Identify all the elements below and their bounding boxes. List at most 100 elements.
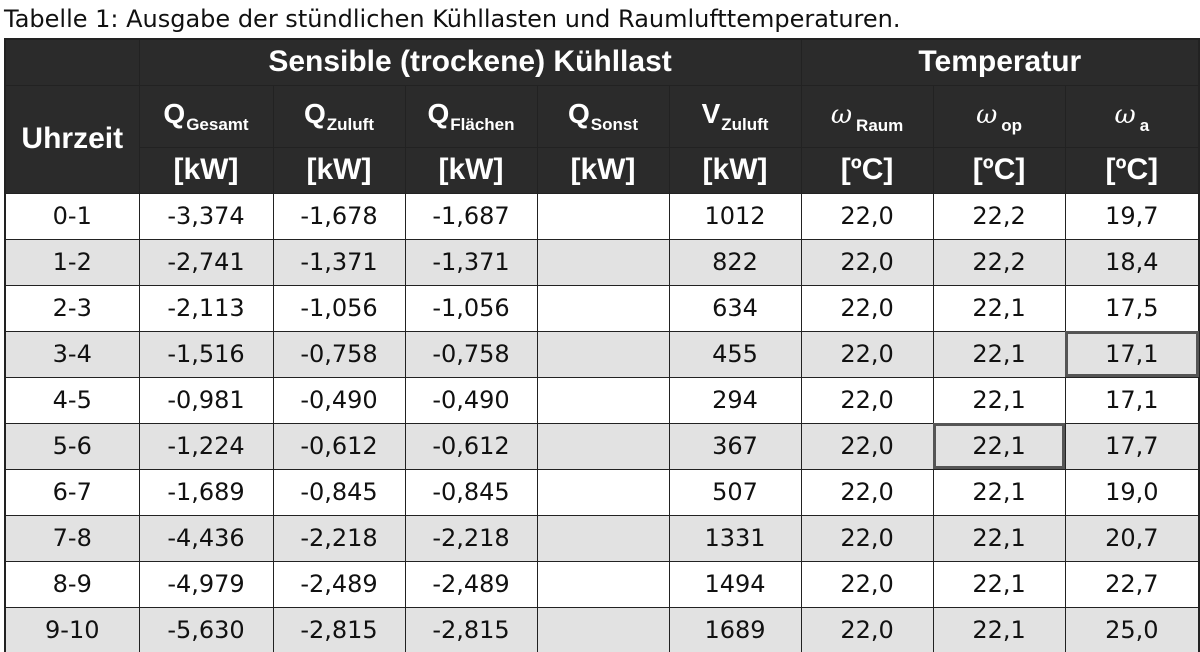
cell-uhrzeit: 4-5 (4, 376, 140, 424)
cell-w-a: 17,1 (1064, 376, 1200, 424)
table-row: 2-3 -2,113 -1,056 -1,056 634 22,0 22,1 17,5 (4, 284, 1200, 332)
cell-q-sonst (536, 468, 670, 516)
cell-q-flaechen: -1,687 (404, 192, 538, 240)
table-row: 3-4 -1,516 -0,758 -0,758 455 22,0 22,1 17,1 (4, 330, 1200, 378)
cell-w-op: 22,1 (932, 514, 1066, 562)
cell-q-gesamt: -1,689 (138, 468, 274, 516)
cell-uhrzeit: 0-1 (4, 192, 140, 240)
cell-w-op: 22,1 (932, 330, 1066, 378)
unit-w-a: [ºC] (1064, 146, 1200, 194)
cell-uhrzeit: 8-9 (4, 560, 140, 608)
header-subscript: Sonst (590, 115, 638, 134)
header-w-op: ω op (932, 84, 1066, 148)
cell-w-a: 19,0 (1064, 468, 1200, 516)
cell-w-raum: 22,0 (800, 514, 934, 562)
cell-q-sonst (536, 422, 670, 470)
table-body: 0-1 -3,374 -1,678 -1,687 1012 22,0 22,2 19,7 1-2… (4, 192, 1200, 652)
cell-q-flaechen: -1,371 (404, 238, 538, 286)
table-row: 9-10 -5,630 -2,815 -2,815 1689 22,0 22,1 25,0 (4, 606, 1200, 652)
header-w-raum: ω Raum (800, 84, 934, 148)
cell-w-op: 22,1 (932, 376, 1066, 424)
cell-v-zuluft: 1331 (668, 514, 802, 562)
cell-w-raum: 22,0 (800, 284, 934, 332)
cell-q-sonst (536, 376, 670, 424)
cell-q-flaechen: -2,218 (404, 514, 538, 562)
unit-w-raum: [ºC] (800, 146, 934, 194)
cell-v-zuluft: 507 (668, 468, 802, 516)
cell-w-raum: 22,0 (800, 606, 934, 652)
header-q-sonst: QSonst (536, 84, 670, 148)
cell-q-gesamt: -4,979 (138, 560, 274, 608)
cell-q-sonst (536, 238, 670, 286)
header-subscript: Flächen (450, 115, 515, 134)
table-row: 0-1 -3,374 -1,678 -1,687 1012 22,0 22,2 19,7 (4, 192, 1200, 240)
header-subscript: Gesamt (186, 115, 249, 134)
cell-w-a: 22,7 (1064, 560, 1200, 608)
cell-q-zuluft: -0,758 (272, 330, 406, 378)
header-q-flaechen: QFlächen (404, 84, 538, 148)
cell-q-flaechen: -0,612 (404, 422, 538, 470)
cell-w-a: 18,4 (1064, 238, 1200, 286)
cell-q-gesamt: -2,741 (138, 238, 274, 286)
cell-q-zuluft: -2,815 (272, 606, 406, 652)
table-row: 5-6 -1,224 -0,612 -0,612 367 22,0 22,1 17,7 (4, 422, 1200, 470)
cell-q-gesamt: -0,981 (138, 376, 274, 424)
table-row: 8-9 -4,979 -2,489 -2,489 1494 22,0 22,1 22,7 (4, 560, 1200, 608)
cell-q-zuluft: -1,056 (272, 284, 406, 332)
cell-q-zuluft: -1,371 (272, 238, 406, 286)
header-group-sensible: Sensible (trockene) Kühllast (138, 38, 802, 86)
cell-q-gesamt: -2,113 (138, 284, 274, 332)
cell-q-flaechen: -0,490 (404, 376, 538, 424)
cell-v-zuluft: 1689 (668, 606, 802, 652)
cell-w-raum: 22,0 (800, 192, 934, 240)
header-symbol: Q (163, 98, 186, 129)
cell-w-a: 20,7 (1064, 514, 1200, 562)
header-uhrzeit: Uhrzeit (4, 84, 140, 194)
cell-w-raum: 22,0 (800, 376, 934, 424)
cell-q-sonst (536, 284, 670, 332)
cell-q-sonst (536, 330, 670, 378)
header-symbol: ω (1114, 99, 1136, 130)
cell-uhrzeit: 5-6 (4, 422, 140, 470)
cell-w-raum: 22,0 (800, 238, 934, 286)
cell-w-op: 22,1 (932, 560, 1066, 608)
cell-w-a: 17,7 (1064, 422, 1200, 470)
cell-w-op: 22,1 (932, 284, 1066, 332)
header-symbol: Q (567, 98, 590, 129)
header-subscript: op (1001, 115, 1023, 135)
cell-w-op: 22,1 (932, 468, 1066, 516)
table-row: 6-7 -1,689 -0,845 -0,845 507 22,0 22,1 19,0 (4, 468, 1200, 516)
cell-w-op: 22,1 (932, 606, 1066, 652)
cell-q-gesamt: -1,224 (138, 422, 274, 470)
cell-q-flaechen: -2,489 (404, 560, 538, 608)
header-q-gesamt: QGesamt (138, 84, 274, 148)
cell-v-zuluft: 294 (668, 376, 802, 424)
cell-v-zuluft: 822 (668, 238, 802, 286)
unit-v-zuluft: [kW] (668, 146, 802, 194)
table-caption: Tabelle 1: Ausgabe der stündlichen Kühll… (4, 5, 901, 33)
cell-v-zuluft: 634 (668, 284, 802, 332)
table-row: 1-2 -2,741 -1,371 -1,371 822 22,0 22,2 18,4 (4, 238, 1200, 286)
header-symbol: ω (830, 99, 853, 130)
table-row: 7-8 -4,436 -2,218 -2,218 1331 22,0 22,1 20,7 (4, 514, 1200, 562)
cell-q-zuluft: -2,218 (272, 514, 406, 562)
cell-v-zuluft: 367 (668, 422, 802, 470)
cell-w-raum: 22,0 (800, 422, 934, 470)
table-row: 4-5 -0,981 -0,490 -0,490 294 22,0 22,1 17,1 (4, 376, 1200, 424)
header-corner (4, 38, 140, 86)
unit-q-zuluft: [kW] (272, 146, 406, 194)
cell-q-gesamt: -1,516 (138, 330, 274, 378)
cell-w-a: 19,7 (1064, 192, 1200, 240)
cell-w-a: 17,1 (1064, 330, 1200, 378)
cell-uhrzeit: 7-8 (4, 514, 140, 562)
unit-q-sonst: [kW] (536, 146, 670, 194)
header-subscript: Zuluft (326, 115, 374, 134)
cell-q-gesamt: -3,374 (138, 192, 274, 240)
cell-q-flaechen: -1,056 (404, 284, 538, 332)
cell-w-op: 22,1 (932, 422, 1066, 470)
cooling-load-table: Sensible (trockene) Kühllast Temperatur … (4, 38, 1200, 652)
cell-w-raum: 22,0 (800, 468, 934, 516)
cell-q-zuluft: -0,612 (272, 422, 406, 470)
cell-q-flaechen: -0,758 (404, 330, 538, 378)
